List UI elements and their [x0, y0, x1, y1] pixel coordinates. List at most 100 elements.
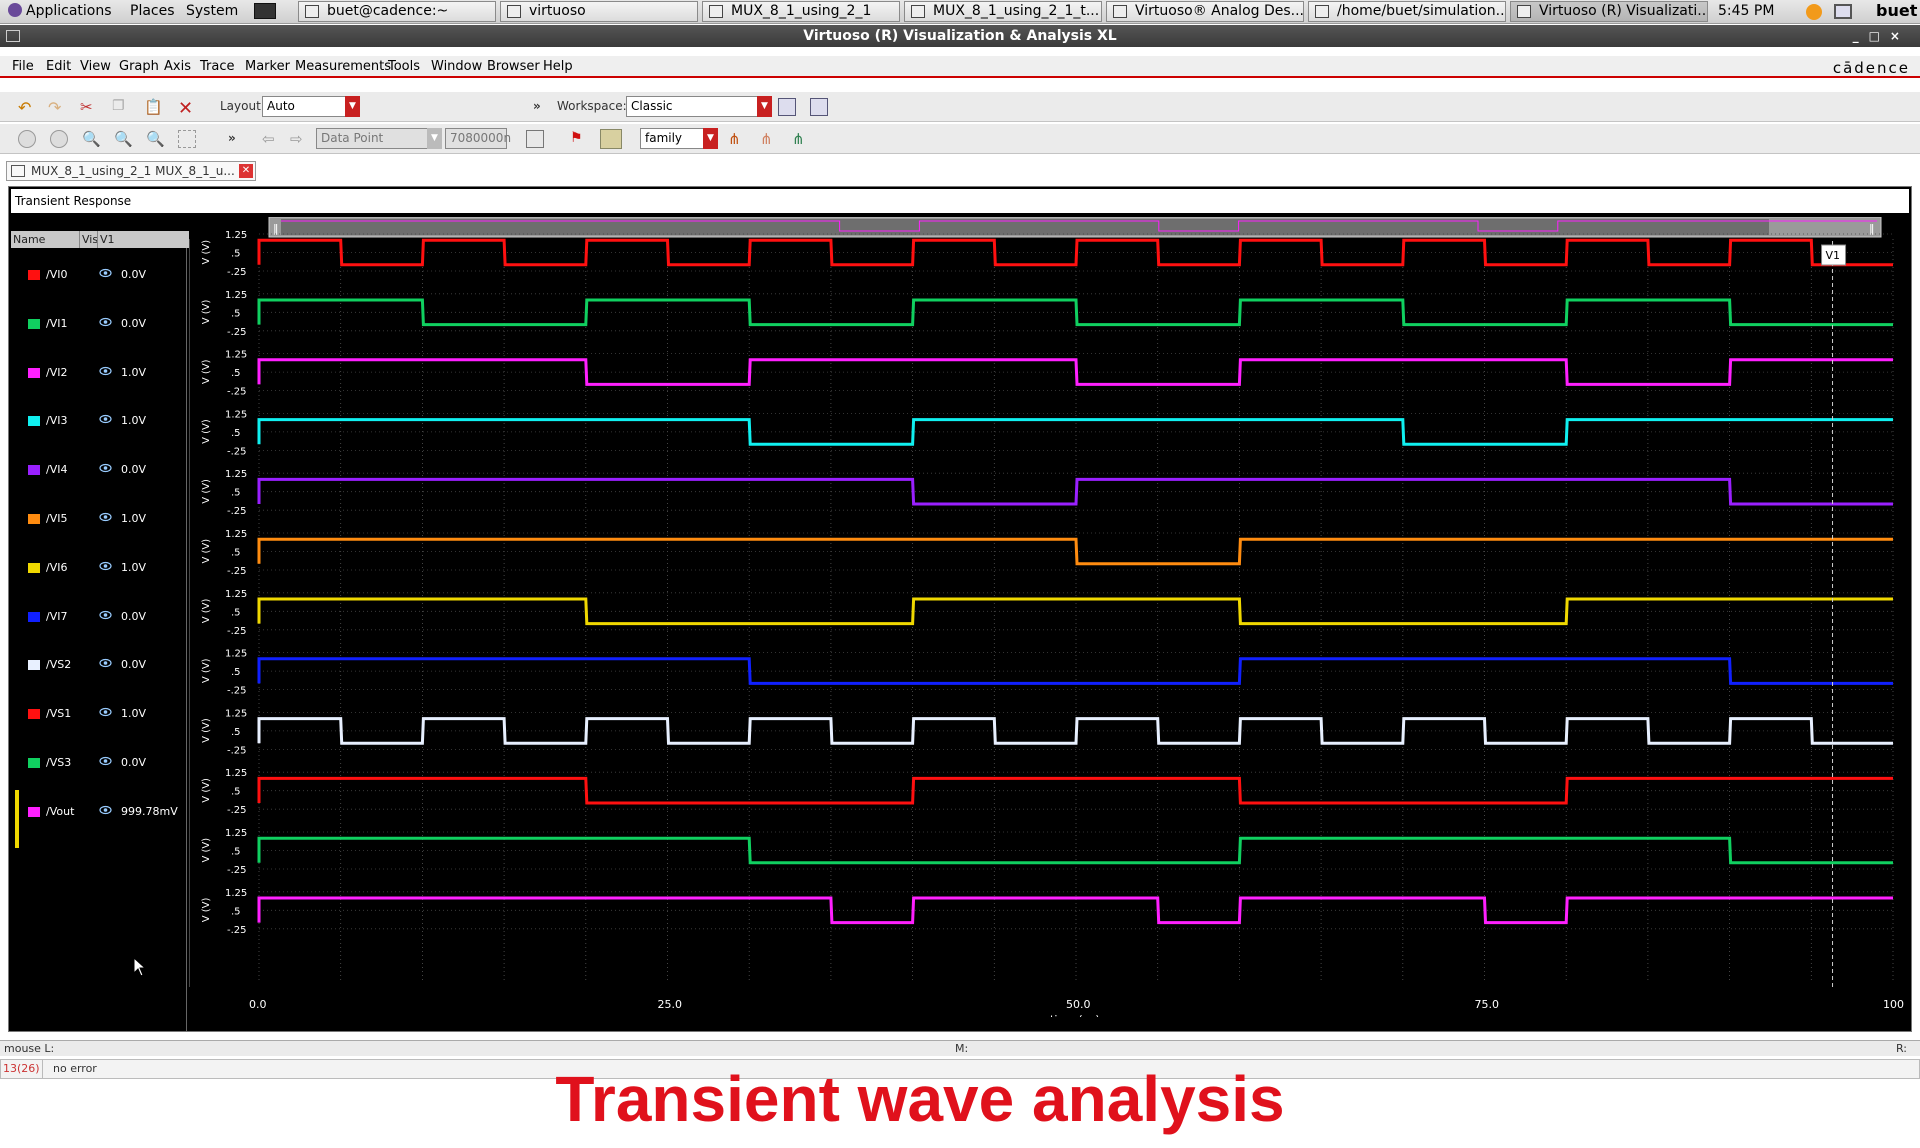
legend-row[interactable]: /VS1 1.0V [11, 704, 187, 724]
document-tab[interactable]: MUX_8_1_using_2_1 MUX_8_1_u... ✕ [6, 161, 256, 181]
eye-icon[interactable] [99, 414, 112, 424]
trace-line-vi1 [257, 298, 1893, 327]
menu-edit[interactable]: Edit [46, 59, 72, 74]
menu-measurements[interactable]: Measurements [295, 59, 392, 74]
trace-line-vi4 [257, 477, 1893, 506]
eye-icon[interactable] [99, 512, 112, 522]
legend-row[interactable]: /VI3 1.0V [11, 411, 187, 431]
zoom-box-icon[interactable] [178, 130, 196, 148]
menu-marker[interactable]: Marker [245, 59, 290, 74]
eye-icon[interactable] [99, 317, 112, 327]
point-value: 7080000n [450, 131, 512, 145]
workspace-save-icon[interactable] [778, 98, 796, 116]
legend-row[interactable]: /VI2 1.0V [11, 363, 187, 383]
y-tick-label: -.25 [227, 686, 247, 697]
terminal-icon[interactable] [254, 3, 276, 19]
legend-row[interactable]: /Vout 999.78mV [11, 802, 187, 822]
eye-icon[interactable] [99, 658, 112, 668]
copy-icon[interactable]: ❐ [112, 98, 125, 114]
x-tick-label: 0.0 [249, 998, 267, 1011]
toolbar2-overflow[interactable]: » [228, 131, 236, 145]
menu-window[interactable]: Window [431, 59, 483, 74]
trace-color-swatch [28, 318, 40, 329]
toolbar-overflow[interactable]: » [533, 99, 541, 113]
undo-icon[interactable]: ↶ [18, 98, 32, 117]
y-tick-label: 1.25 [225, 888, 247, 899]
eye-icon[interactable] [99, 463, 112, 473]
redo-icon[interactable]: ↷ [48, 98, 62, 117]
legend-row[interactable]: /VS3 0.0V [11, 753, 187, 773]
zoom-out-icon[interactable]: 🔍 [114, 130, 133, 148]
point-value-field[interactable]: 7080000n [445, 128, 511, 149]
window-controls[interactable]: _□× [1852, 29, 1910, 43]
task-testbench[interactable]: MUX_8_1_using_2_1_t... [904, 1, 1102, 22]
zoom-x-icon[interactable]: 🔍 [146, 130, 165, 148]
legend-row[interactable]: /VI6 1.0V [11, 558, 187, 578]
user-name[interactable]: buet [1876, 1, 1918, 20]
trace-color-swatch [28, 611, 40, 622]
eye-icon[interactable] [99, 610, 112, 620]
menu-file[interactable]: File [12, 59, 34, 74]
prev-point-icon[interactable]: ⇦ [262, 130, 275, 148]
waveform-chart[interactable]: ‖ ‖ 1.25 .5 -.25 V (V) 1.25 .5 -.25 V (V) 1.25 .5 -.… [189, 217, 1911, 1017]
zoom-reset-icon[interactable] [50, 130, 68, 148]
task-terminal[interactable]: buet@cadence:~ [298, 1, 496, 22]
legend-row[interactable]: /VI7 0.0V [11, 607, 187, 627]
legend-row[interactable]: /VI1 0.0V [11, 314, 187, 334]
trace-marker-value: 0.0V [121, 658, 147, 672]
legend-row[interactable]: /VS2 0.0V [11, 655, 187, 675]
trace-marker-value: 0.0V [121, 609, 147, 623]
task-viva[interactable]: Virtuoso (R) Visualizati... [1510, 1, 1708, 22]
y-tick-label: -.25 [227, 566, 247, 577]
eye-icon[interactable] [99, 561, 112, 571]
places-menu[interactable]: Places [130, 3, 175, 19]
menu-trace[interactable]: Trace [200, 59, 235, 74]
update-icon[interactable] [1806, 4, 1822, 20]
zoom-fit-icon[interactable] [18, 130, 36, 148]
menu-help[interactable]: Help [543, 59, 573, 74]
family-leaf-icon[interactable]: ⋔ [792, 130, 805, 148]
task-simulation-dir[interactable]: /home/buet/simulation... [1308, 1, 1506, 22]
eye-icon[interactable] [99, 707, 112, 717]
workspace-load-icon[interactable] [810, 98, 828, 116]
workspace-select[interactable]: Classic ▼ [626, 96, 772, 117]
trace-legend: Name Vis V1 /VI0 0.0V/VI1 0.0V/VI2 1.0V/VI3… [11, 231, 189, 1031]
family-sweep-icon[interactable]: ⋔ [760, 130, 773, 148]
task-virtuoso[interactable]: virtuoso [500, 1, 698, 22]
clock[interactable]: 5:45 PM [1718, 3, 1775, 19]
legend-row[interactable]: /VI5 1.0V [11, 509, 187, 529]
message-count[interactable]: 13(26) [1, 1060, 43, 1078]
eye-icon[interactable] [99, 268, 112, 278]
next-point-icon[interactable]: ⇨ [290, 130, 303, 148]
close-icon[interactable]: ✕ [239, 164, 253, 178]
legend-row[interactable]: /VI4 0.0V [11, 460, 187, 480]
y-tick-label: 1.25 [225, 708, 247, 719]
task-schematic[interactable]: MUX_8_1_using_2_1 [702, 1, 900, 22]
menu-tools[interactable]: Tools [388, 59, 421, 74]
eye-icon[interactable] [99, 366, 112, 376]
calculator-icon[interactable] [526, 130, 544, 148]
family-select[interactable]: family ▼ [640, 128, 718, 149]
menu-view[interactable]: View [80, 59, 111, 74]
legend-row[interactable]: /VI0 0.0V [11, 265, 187, 285]
marker-flag-icon[interactable]: ⚑ [570, 130, 583, 146]
menu-browser[interactable]: Browser [487, 59, 540, 74]
menu-graph[interactable]: Graph [119, 59, 159, 74]
task-ade[interactable]: Virtuoso® Analog Des... [1106, 1, 1304, 22]
info-balloon-icon[interactable] [600, 129, 622, 149]
layout-select[interactable]: Auto ▼ [262, 96, 360, 117]
eye-icon[interactable] [99, 756, 112, 766]
paste-icon[interactable]: 📋 [144, 98, 163, 116]
applications-menu[interactable]: Applications [8, 3, 112, 19]
window-menu-icon[interactable] [6, 30, 20, 42]
point-mode-select[interactable]: Data Point ▼ [316, 128, 442, 149]
cut-icon[interactable]: ✂ [80, 98, 93, 116]
y-tick-label: -.25 [227, 865, 247, 876]
eye-icon[interactable] [99, 805, 112, 815]
delete-icon[interactable]: ✕ [178, 98, 194, 119]
zoom-in-icon[interactable]: 🔍 [82, 130, 101, 148]
family-plot-icon[interactable]: ⋔ [728, 130, 741, 148]
system-menu[interactable]: System [186, 3, 239, 19]
network-icon[interactable] [1834, 4, 1852, 19]
menu-axis[interactable]: Axis [164, 59, 191, 74]
